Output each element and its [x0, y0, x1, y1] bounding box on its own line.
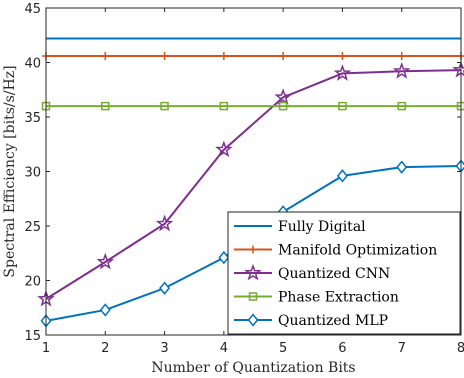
legend-item: Quantized CNN [234, 263, 390, 282]
data-point [160, 51, 169, 60]
data-point [155, 214, 174, 232]
y-tick-label: 35 [24, 111, 41, 126]
data-point [336, 169, 348, 183]
data-point [160, 101, 169, 111]
x-tick-label: 4 [220, 341, 228, 356]
x-tick-label: 5 [279, 341, 287, 356]
x-tick-label: 6 [338, 341, 346, 356]
y-axis-label: Spectral Efficiency [bits/s/Hz] [2, 65, 18, 277]
data-point [279, 51, 288, 60]
legend-item: Phase Extraction [234, 290, 399, 306]
data-point [278, 101, 288, 111]
data-point [397, 51, 406, 60]
data-point [338, 51, 347, 60]
data-point [218, 250, 230, 265]
legend-label: Quantized CNN [278, 266, 390, 282]
data-point [96, 252, 115, 270]
legend: Fully Digital Manifold Optimization Quanti… [227, 211, 461, 335]
legend-item: Manifold Optimization [234, 243, 437, 259]
y-tick-label: 25 [24, 220, 41, 235]
data-point [99, 303, 111, 317]
data-point [247, 313, 259, 327]
x-axis-label: Number of Quantization Bits [151, 360, 355, 376]
y-tick-label: 40 [24, 57, 41, 72]
legend-item: Quantized MLP [234, 313, 388, 329]
data-point [396, 160, 408, 174]
data-point [159, 281, 171, 295]
x-tick-label: 3 [160, 341, 168, 356]
legend-label: Manifold Optimization [278, 243, 437, 259]
data-point [333, 64, 352, 81]
x-tick-label: 1 [42, 341, 50, 356]
plot-lines [37, 37, 464, 328]
data-point [215, 140, 233, 158]
legend-label: Phase Extraction [278, 290, 399, 306]
y-tick-label: 45 [24, 2, 41, 17]
x-tick-label: 7 [398, 341, 406, 356]
series-3 [41, 101, 464, 111]
data-point [274, 88, 292, 105]
data-point [101, 51, 110, 60]
series-1 [42, 51, 464, 60]
data-point [249, 245, 257, 254]
data-point [392, 62, 411, 79]
data-point [219, 101, 229, 111]
legend-label: Quantized MLP [278, 313, 388, 329]
data-point [101, 101, 110, 111]
data-point [248, 292, 258, 301]
legend-label: Fully Digital [278, 219, 366, 235]
data-point [244, 263, 262, 281]
y-tick-label: 15 [24, 329, 41, 344]
series-line [45, 69, 462, 300]
legend-item: Fully Digital [234, 219, 366, 235]
data-point [397, 101, 406, 111]
data-point [219, 51, 228, 60]
x-tick-label: 8 [457, 341, 464, 356]
y-tick-label: 20 [24, 275, 41, 290]
data-point [338, 101, 347, 111]
y-tick-label: 30 [24, 166, 41, 181]
data-point [455, 159, 464, 173]
x-tick-label: 2 [101, 341, 109, 356]
